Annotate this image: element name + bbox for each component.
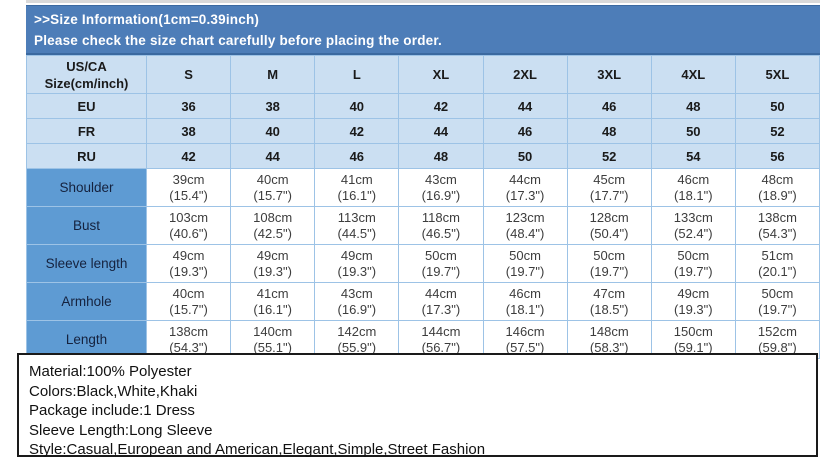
measurement-value: 118cm (46.5") [398, 206, 484, 245]
size-column-header: M [230, 55, 316, 94]
region-size-value: 42 [398, 93, 484, 119]
region-label: RU [26, 143, 147, 169]
product-info-line: Sleeve Length:Long Sleeve [29, 421, 213, 439]
region-label: EU [26, 93, 147, 119]
measurement-value: 50cm (19.7") [650, 244, 736, 283]
banner: >>Size Information(1cm=0.39inch) Please … [26, 5, 820, 55]
measurement-value: 140cm (55.1") [230, 320, 316, 359]
measurement-value: 138cm (54.3") [734, 206, 821, 245]
measurement-value: 113cm (44.5") [314, 206, 400, 245]
measurement-value: 47cm (18.5") [566, 282, 652, 321]
region-size-value: 44 [230, 143, 316, 169]
measurement-value: 49cm (19.3") [145, 244, 232, 283]
measurement-value: 133cm (52.4") [650, 206, 736, 245]
measurement-row: Bust 103cm (40.6") 108cm (42.5") 113cm (44.… [26, 206, 821, 245]
measurement-value: 50cm (19.7") [482, 244, 568, 283]
region-size-value: 50 [482, 143, 568, 169]
measurement-row: Shoulder 39cm (15.4") 40cm (15.7") 41cm (16… [26, 168, 821, 207]
measurement-value: 128cm (50.4") [566, 206, 652, 245]
size-column-header: XL [398, 55, 484, 94]
measurement-value: 41cm (16.1") [314, 168, 400, 207]
region-size-value: 48 [566, 118, 652, 144]
region-row: EU 36 38 40 42 44 46 48 50 [26, 93, 821, 119]
measurement-value: 50cm (19.7") [734, 282, 821, 321]
measurement-value: 41cm (16.1") [230, 282, 316, 321]
measurement-label: Bust [26, 206, 147, 245]
measurement-value: 146cm (57.5") [482, 320, 568, 359]
measurement-value: 40cm (15.7") [230, 168, 316, 207]
measurement-value: 48cm (18.9") [734, 168, 821, 207]
measurement-value: 43cm (16.9") [398, 168, 484, 207]
region-size-value: 48 [650, 93, 736, 119]
size-column-header: L [314, 55, 400, 94]
region-size-value: 46 [314, 143, 400, 169]
measurement-value: 51cm (20.1") [734, 244, 821, 283]
measurement-label: Armhole [26, 282, 147, 321]
measurement-label: Sleeve length [26, 244, 147, 283]
region-size-value: 56 [734, 143, 821, 169]
region-size-value: 36 [145, 93, 232, 119]
size-column-header: 2XL [482, 55, 568, 94]
measurement-value: 103cm (40.6") [145, 206, 232, 245]
region-row: FR 38 40 42 44 46 48 50 52 [26, 118, 821, 144]
measurement-label: Length [26, 320, 147, 359]
region-size-value: 54 [650, 143, 736, 169]
size-column-header: 3XL [566, 55, 652, 94]
region-size-value: 52 [566, 143, 652, 169]
region-size-value: 40 [314, 93, 400, 119]
region-size-value: 46 [482, 118, 568, 144]
region-size-value: 38 [230, 93, 316, 119]
measurement-value: 46cm (18.1") [650, 168, 736, 207]
measurement-value: 49cm (19.3") [314, 244, 400, 283]
region-size-value: 50 [734, 93, 821, 119]
region-size-value: 42 [314, 118, 400, 144]
product-info-line: Material:100% Polyester [29, 363, 192, 380]
size-column-header: 4XL [650, 55, 736, 94]
product-info-box: Material:100% Polyester Colors:Black,Whit… [17, 353, 818, 458]
region-size-value: 44 [482, 93, 568, 119]
region-size-value: 40 [230, 118, 316, 144]
region-size-value: 44 [398, 118, 484, 144]
measurement-value: 39cm (15.4") [145, 168, 232, 207]
measurement-value: 44cm (17.3") [482, 168, 568, 207]
measurement-value: 46cm (18.1") [482, 282, 568, 321]
region-size-value: 38 [145, 118, 232, 144]
measurement-label: Shoulder [26, 168, 147, 207]
banner-title: >>Size Information(1cm=0.39inch) [34, 12, 260, 27]
region-size-value: 52 [734, 118, 821, 144]
measurement-value: 50cm (19.7") [566, 244, 652, 283]
measurement-value: 45cm (17.7") [566, 168, 652, 207]
measurement-value: 49cm (19.3") [650, 282, 736, 321]
measurement-value: 43cm (16.9") [314, 282, 400, 321]
measurement-value: 123cm (48.4") [482, 206, 568, 245]
region-label: FR [26, 118, 147, 144]
measurement-value: 50cm (19.7") [398, 244, 484, 283]
region-size-value: 50 [650, 118, 736, 144]
product-info-line: Style:Casual,European and American,Elega… [29, 441, 486, 458]
product-info-line: Package include:1 Dress [29, 402, 195, 419]
banner-subtitle: Please check the size chart carefully be… [34, 33, 443, 48]
measurement-value: 49cm (19.3") [230, 244, 316, 283]
region-size-value: 48 [398, 143, 484, 169]
top-divider [26, 0, 820, 3]
measurement-value: 44cm (17.3") [398, 282, 484, 321]
measurement-row: Armhole 40cm (15.7") 41cm (16.1") 43cm (16.… [26, 282, 821, 321]
region-size-value: 42 [145, 143, 232, 169]
region-size-value: 46 [566, 93, 652, 119]
product-info-line: Colors:Black,White,Khaki [29, 382, 198, 400]
size-column-header: 5XL [734, 55, 821, 94]
corner-header: US/CA Size(cm/inch) [26, 55, 147, 94]
size-column-header: S [145, 55, 232, 94]
region-row: RU 42 44 46 48 50 52 54 56 [26, 143, 821, 169]
measurement-value: 108cm (42.5") [230, 206, 316, 245]
measurement-row: Sleeve length 49cm (19.3") 49cm (19.3") 49c… [26, 244, 821, 283]
measurement-value: 148cm (58.3") [566, 320, 652, 359]
size-table: US/CA Size(cm/inch) S M L XL 2XL 3XL 4XL 5XL EU… [26, 55, 821, 359]
measurement-value: 142cm (55.9") [314, 320, 400, 359]
measurement-value: 40cm (15.7") [145, 282, 232, 321]
size-header-row: US/CA Size(cm/inch) S M L XL 2XL 3XL 4XL 5XL [26, 55, 821, 94]
measurement-row: Length 138cm (54.3") 140cm (55.1") 142cm (5… [26, 320, 821, 359]
